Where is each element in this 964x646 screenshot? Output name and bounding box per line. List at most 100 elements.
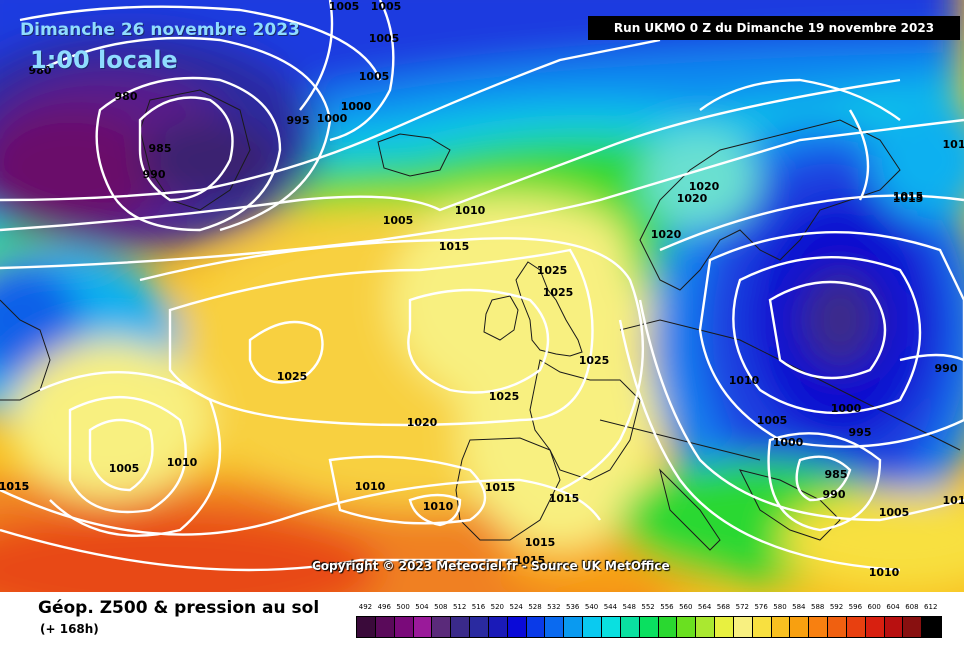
isobar-label: 1020 (651, 228, 682, 241)
map-footer: Géop. Z500 & pression au sol (+ 168h) 49… (0, 592, 964, 646)
scale-value-label: 516 (471, 603, 486, 611)
isobar-label: 985 (149, 142, 172, 155)
isobar-label: 1010 (355, 480, 386, 493)
scale-swatch (470, 617, 489, 637)
scale-value-label: 600 (867, 603, 881, 611)
isobar-label: 1005 (757, 414, 788, 427)
scale-value-label: 524 (509, 603, 523, 611)
scale-swatch (865, 617, 885, 637)
isobar-label: 1015 (0, 480, 29, 493)
color-scale-labels: 492 496 500 504 508 512 516 520 524 528 532 536 540 5… (356, 603, 940, 611)
isobar-label: 1015 (0, 480, 29, 493)
isobar-label: 990 (823, 488, 846, 501)
isobar-label: 1015 (893, 190, 924, 203)
scale-value-label: 588 (810, 603, 825, 611)
scale-swatch (526, 617, 546, 637)
isobar-label: 1005 (329, 0, 360, 13)
forecast-hour-label: (+ 168h) (40, 622, 99, 636)
isobar-label: 101 (943, 494, 964, 507)
isobar-label: 1005 (383, 214, 414, 227)
scale-value-label: 612 (924, 603, 938, 611)
scale-swatch (620, 617, 640, 637)
isobar-label: 1010 (423, 500, 454, 513)
isobar-label: 1025 (579, 354, 610, 367)
scale-value-label: 492 (358, 603, 373, 611)
scale-swatch (357, 617, 376, 637)
isobar-label: 980 (115, 90, 138, 103)
scale-swatch (375, 617, 395, 637)
scale-value-label: 592 (829, 603, 844, 611)
scale-swatch (715, 617, 734, 637)
scale-swatch (828, 617, 847, 637)
scale-swatch (432, 617, 452, 637)
scale-value-label: 560 (679, 603, 693, 611)
scale-swatch (488, 617, 508, 637)
isobar-label: 1000 (831, 402, 862, 415)
isobar-label: 1005 (371, 0, 402, 13)
scale-swatch (394, 617, 414, 637)
scale-value-label: 608 (905, 603, 919, 611)
parameter-title: Géop. Z500 & pression au sol (38, 598, 320, 618)
isobar-label: 1015 (549, 492, 580, 505)
scale-swatch (922, 617, 942, 637)
isobars (0, 0, 964, 572)
isobar-label: 1015 (893, 192, 924, 205)
isobar-label: 1005 (879, 506, 910, 519)
scale-swatch (903, 617, 923, 637)
scale-swatch (658, 617, 678, 637)
forecast-time-label: 1:00 locale (30, 46, 178, 74)
copyright-text: Copyright © 2023 Meteociel.fr - Source U… (312, 559, 670, 573)
scale-value-label: 496 (377, 603, 391, 611)
scale-value-label: 576 (754, 603, 768, 611)
scale-swatch (413, 617, 433, 637)
isobar-label: 1015 (439, 240, 470, 253)
isobar-label: 1015 (515, 554, 546, 567)
isobar-label: 1000 (773, 436, 804, 449)
isobar-label: 1010 (729, 374, 760, 387)
isobar-label: 980 (29, 64, 52, 77)
scale-value-label: 604 (886, 603, 900, 611)
scale-value-label: 572 (735, 603, 749, 611)
coastlines (0, 89, 961, 551)
scale-value-label: 548 (622, 603, 636, 611)
scale-value-label: 584 (792, 603, 806, 611)
isobar-label: 995 (849, 426, 872, 439)
isobar-label: 1010 (167, 456, 198, 469)
scale-value-label: 536 (566, 603, 580, 611)
isobar-label: 1000 (317, 112, 348, 125)
scale-value-label: 544 (603, 603, 618, 611)
scale-value-label: 596 (848, 603, 863, 611)
isobar-label: 1010 (869, 566, 900, 579)
weather-map: 1005 1005 1005 1005 980 980 995 1000 1000 985 990 1… (0, 0, 964, 592)
scale-value-label: 528 (528, 603, 542, 611)
scale-swatch (601, 617, 621, 637)
scale-swatch (884, 617, 904, 637)
isobar-label: 1020 (677, 192, 708, 205)
scale-swatch (696, 617, 716, 637)
scale-value-label: 540 (584, 603, 599, 611)
scale-swatch (564, 617, 584, 637)
scale-value-label: 504 (415, 603, 429, 611)
scale-value-label: 500 (396, 603, 410, 611)
isobar-label: 1025 (277, 370, 308, 383)
scale-value-label: 564 (697, 603, 712, 611)
isobar-label: 995 (287, 114, 310, 127)
scale-swatch (639, 617, 659, 637)
isobar-label: 1005 (109, 462, 140, 475)
isobar-label: 1025 (537, 264, 568, 277)
geopotential-color-field (0, 0, 964, 592)
isobar-label: 1010 (455, 204, 486, 217)
scale-value-label: 512 (452, 603, 467, 611)
model-run-label: Run UKMO 0 Z du Dimanche 19 novembre 202… (588, 16, 960, 40)
scale-swatch (507, 617, 527, 637)
scale-swatch (809, 617, 829, 637)
scale-value-label: 520 (490, 603, 505, 611)
isobar-label: 985 (825, 468, 848, 481)
isobar-label: 1015 (525, 536, 556, 549)
isobar-label: 1020 (689, 180, 720, 193)
isobar-label: 1020 (407, 416, 438, 429)
scale-swatch (771, 617, 791, 637)
isobar-label: 1025 (543, 286, 574, 299)
isobar-label: 1005 (359, 70, 390, 83)
scale-value-label: 556 (660, 603, 674, 611)
